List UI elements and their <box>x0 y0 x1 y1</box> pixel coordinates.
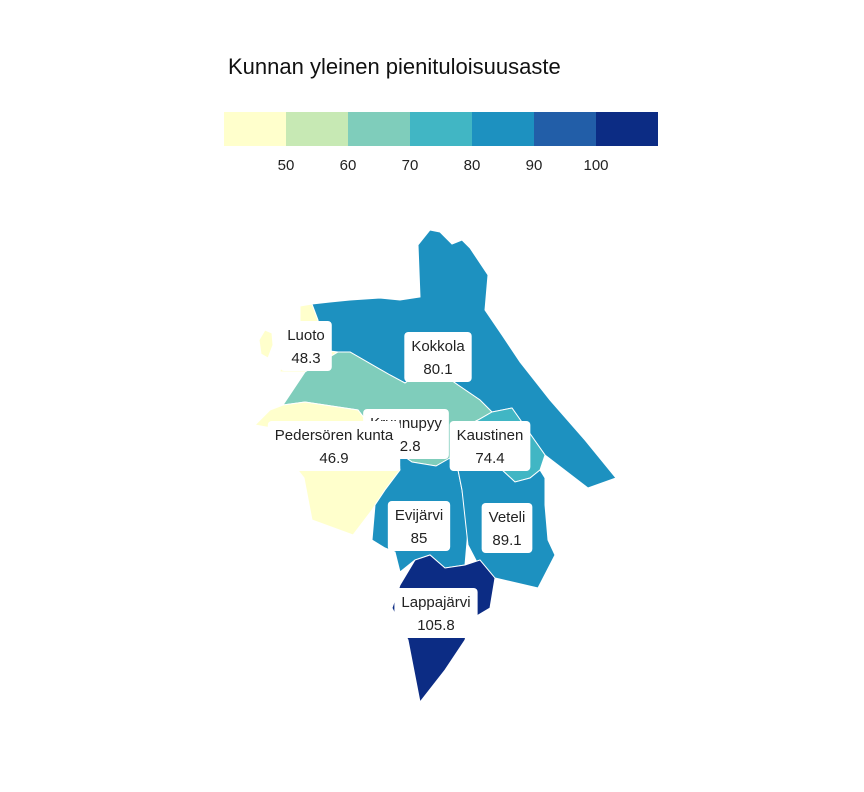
municipality-name: Kaustinen <box>457 427 524 444</box>
municipality-value: 80.1 <box>423 361 452 378</box>
label-box <box>387 501 451 551</box>
legend-tick-label: 80 <box>464 157 481 174</box>
legend-swatch-1 <box>286 112 348 146</box>
municipality-value: 46.9 <box>319 450 348 467</box>
municipality-name: Kokkola <box>411 338 465 355</box>
legend-tick-label: 50 <box>278 157 295 174</box>
legend-swatch-6 <box>596 112 658 146</box>
legend-tick-label: 70 <box>402 157 419 174</box>
legend-tick-label: 100 <box>583 157 608 174</box>
municipality-name: Pedersören kunta <box>275 427 394 444</box>
legend-swatch-0 <box>224 112 286 146</box>
color-legend: 50 60 70 80 90 100 <box>224 112 658 174</box>
legend-swatch-4 <box>472 112 534 146</box>
municipality-value: 105.8 <box>417 617 455 634</box>
municipality-label: Kokkola 80.1 <box>404 332 472 382</box>
label-box <box>267 421 401 471</box>
municipality-name: Luoto <box>287 327 325 344</box>
municipality-label: Luoto 48.3 <box>280 321 332 371</box>
label-box <box>280 321 332 371</box>
municipality-label: Evijärvi 85 <box>387 501 451 551</box>
municipality-value: 85 <box>411 530 428 547</box>
municipality-value: 89.1 <box>492 532 521 549</box>
municipality-name: Evijärvi <box>395 507 443 524</box>
legend-swatch-3 <box>410 112 472 146</box>
label-box <box>449 421 531 471</box>
municipality-name: Lappajärvi <box>401 594 470 611</box>
municipality-label: Lappajärvi 105.8 <box>394 588 478 638</box>
municipality-label: Kaustinen 74.4 <box>449 421 531 471</box>
municipality-name: Veteli <box>489 509 526 526</box>
region-luoto[interactable] <box>258 329 274 359</box>
label-box <box>404 332 472 382</box>
legend-tick-label: 90 <box>526 157 543 174</box>
legend-tick-label: 60 <box>340 157 357 174</box>
municipality-label: Veteli 89.1 <box>481 503 533 553</box>
municipality-labels: Luoto48.3Kokkola80.1Kruunupyy62.8Kaustin… <box>267 321 533 638</box>
map-title: Kunnan yleinen pienituloisuusaste <box>228 54 561 79</box>
label-box <box>481 503 533 553</box>
legend-swatch-2 <box>348 112 410 146</box>
municipality-value: 48.3 <box>291 350 320 367</box>
legend-swatch-5 <box>534 112 596 146</box>
municipality-value: 74.4 <box>475 450 504 467</box>
label-box <box>394 588 478 638</box>
municipality-label: Pedersören kunta 46.9 <box>267 421 401 471</box>
